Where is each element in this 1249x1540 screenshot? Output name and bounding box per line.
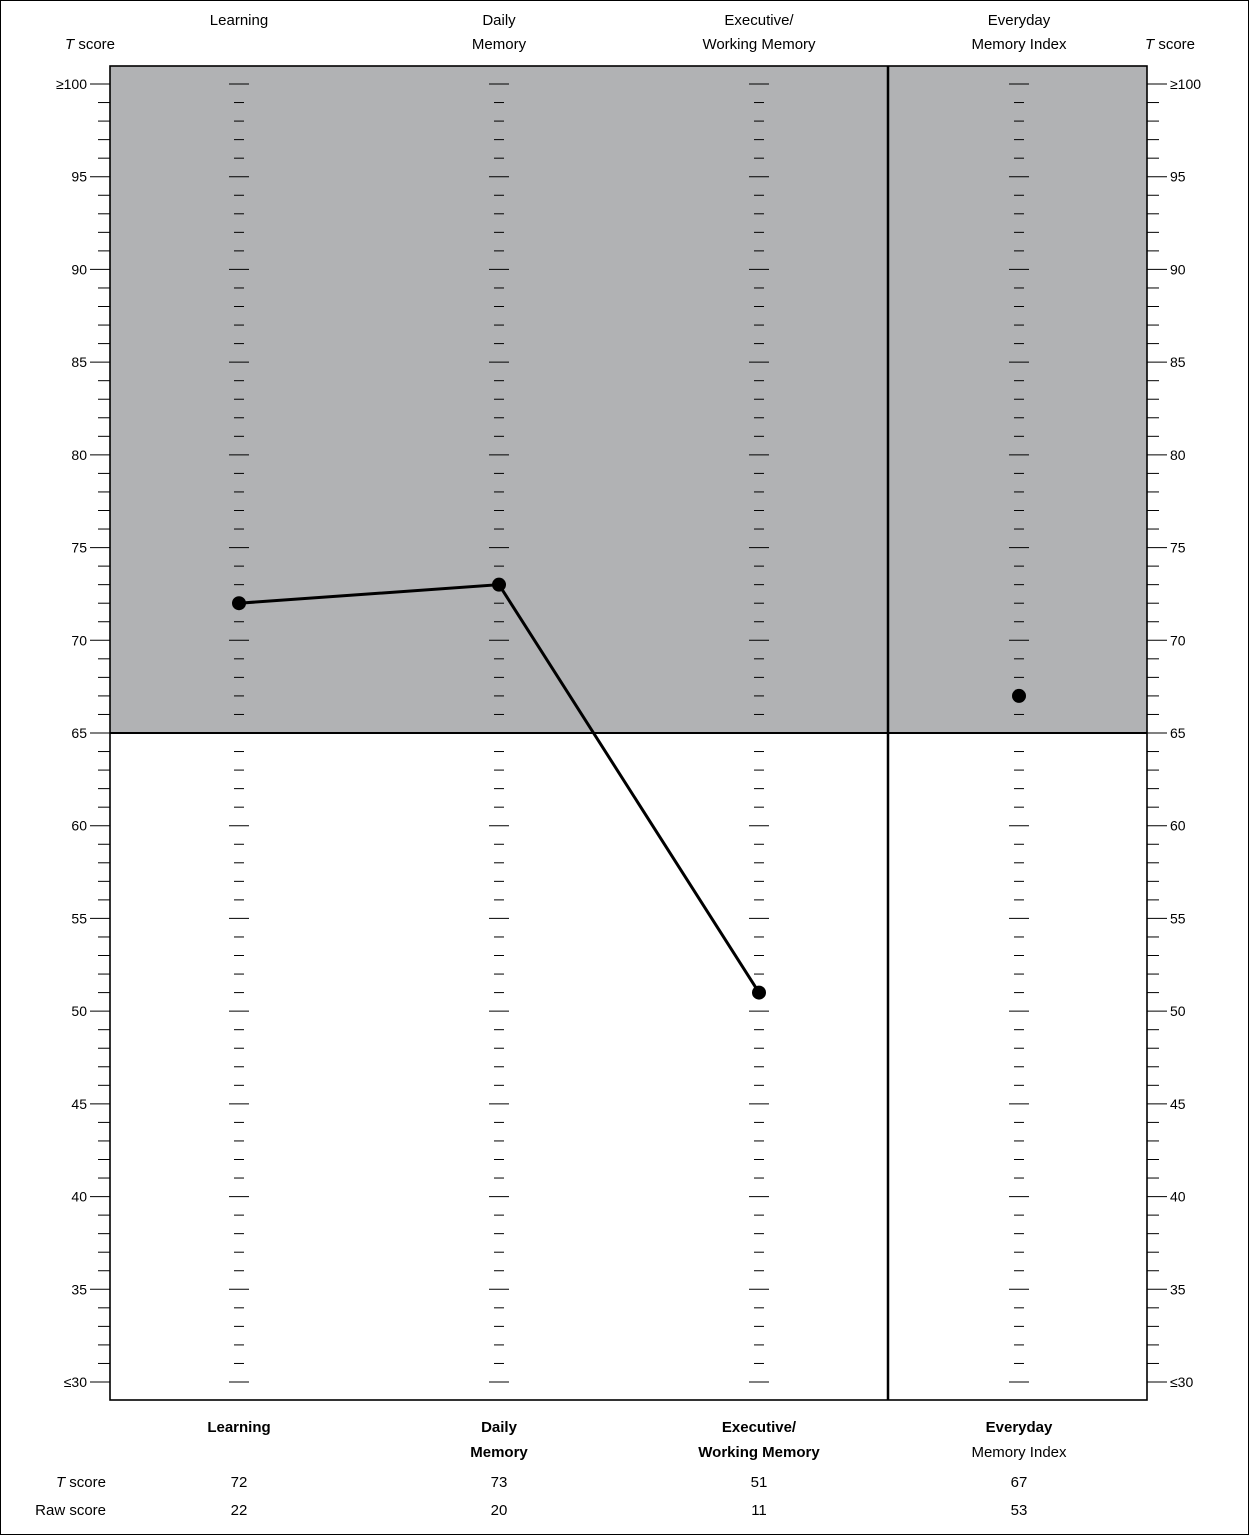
data-point-daily_memory: [492, 577, 506, 592]
column-footer-everyday_memory_index: Memory Index: [971, 1444, 1067, 1461]
score-word: score: [1154, 36, 1195, 53]
right-tick-label: 80: [1170, 447, 1186, 463]
t-score-value-everyday_memory_index: 67: [1011, 1474, 1028, 1491]
right-tick-label: 90: [1170, 261, 1186, 277]
left-tick-label: 45: [71, 1096, 87, 1112]
raw-score-value-daily_memory: 20: [491, 1502, 508, 1519]
column-header-learning: Learning: [210, 12, 268, 29]
data-point-learning: [232, 596, 246, 611]
score-word: score: [74, 36, 115, 53]
left-tick-label: 65: [71, 725, 87, 741]
right-tick-label: 45: [1170, 1096, 1186, 1112]
left-tick-label: 40: [71, 1189, 87, 1205]
column-header-executive_working_memory: Executive/: [724, 12, 794, 29]
left-tick-label: 95: [71, 169, 87, 185]
t-italic: T: [56, 1474, 67, 1491]
left-axis-label: T score: [65, 36, 115, 53]
left-tick-label: 85: [71, 354, 87, 370]
t-italic: T: [1145, 36, 1156, 53]
column-header-everyday_memory_index: Memory Index: [971, 36, 1067, 53]
raw-score-row-label: Raw score: [35, 1502, 106, 1519]
left-tick-label: 80: [71, 447, 87, 463]
right-tick-label: ≤30: [1170, 1374, 1193, 1390]
right-tick-label: 85: [1170, 354, 1186, 370]
left-tick-label: 55: [71, 910, 87, 926]
raw-score-value-learning: 22: [231, 1502, 248, 1519]
right-tick-label: 70: [1170, 632, 1186, 648]
right-tick-label: 35: [1170, 1281, 1186, 1297]
right-tick-label: ≥100: [1170, 76, 1201, 92]
score-word: score: [65, 1474, 106, 1491]
column-header-executive_working_memory: Working Memory: [702, 36, 816, 53]
right-tick-label: 65: [1170, 725, 1186, 741]
right-tick-label: 95: [1170, 169, 1186, 185]
left-tick-label: 75: [71, 540, 87, 556]
t-italic: T: [65, 36, 76, 53]
right-tick-label: 75: [1170, 540, 1186, 556]
column-footer-everyday_memory_index: Everyday: [986, 1419, 1053, 1436]
column-footer-executive_working_memory: Executive/: [722, 1419, 797, 1436]
column-header-daily_memory: Daily: [482, 12, 516, 29]
data-point-everyday_memory_index: [1012, 688, 1026, 703]
raw-score-value-executive_working_memory: 11: [751, 1502, 767, 1519]
column-footer-executive_working_memory: Working Memory: [698, 1444, 820, 1461]
t-score-value-daily_memory: 73: [491, 1474, 508, 1491]
left-tick-label: 35: [71, 1281, 87, 1297]
right-tick-label: 55: [1170, 910, 1186, 926]
data-point-executive_working_memory: [752, 985, 766, 1000]
column-footer-daily_memory: Memory: [470, 1444, 528, 1461]
t-score-value-learning: 72: [231, 1474, 248, 1491]
left-tick-label: ≥100: [56, 76, 87, 92]
t-score-value-executive_working_memory: 51: [751, 1474, 768, 1491]
column-header-everyday_memory_index: Everyday: [988, 12, 1051, 29]
left-tick-label: 90: [71, 261, 87, 277]
left-tick-label: 50: [71, 1003, 87, 1019]
t-score-row-label: T score: [56, 1474, 106, 1491]
column-footer-learning: Learning: [207, 1419, 270, 1436]
right-tick-label: 60: [1170, 818, 1186, 834]
right-axis-label: T score: [1145, 36, 1195, 53]
right-tick-label: 50: [1170, 1003, 1186, 1019]
column-header-daily_memory: Memory: [472, 36, 527, 53]
column-footer-daily_memory: Daily: [481, 1419, 518, 1436]
left-tick-label: 70: [71, 632, 87, 648]
raw-score-value-everyday_memory_index: 53: [1011, 1502, 1028, 1519]
left-tick-label: 60: [71, 818, 87, 834]
shaded-region: [110, 66, 1147, 733]
left-tick-label: ≤30: [64, 1374, 87, 1390]
right-tick-label: 40: [1170, 1189, 1186, 1205]
